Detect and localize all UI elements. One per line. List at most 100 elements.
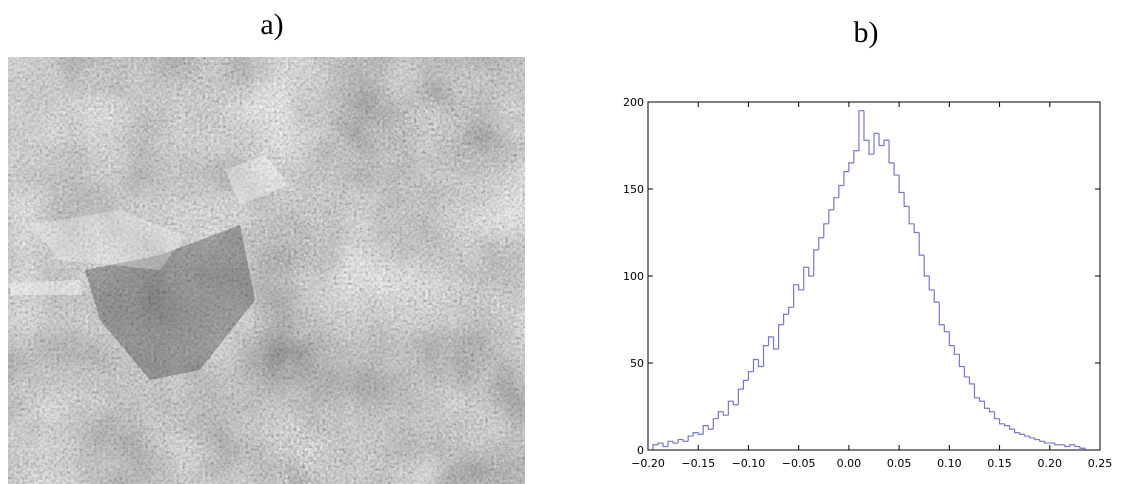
histogram-step	[1024, 434, 1030, 437]
histogram-step	[978, 397, 985, 402]
histogram-step	[657, 442, 664, 445]
histogram-step	[998, 418, 1005, 425]
histogram-step	[873, 132, 880, 155]
y-tick-label: 150	[623, 183, 644, 196]
histogram-step	[993, 411, 1000, 420]
histogram-step	[783, 313, 789, 325]
histogram-step	[712, 418, 719, 430]
histogram-step	[928, 276, 935, 291]
histogram-step	[908, 206, 915, 225]
histogram-step	[823, 223, 829, 238]
histogram-step	[958, 354, 965, 368]
histogram-step	[828, 209, 834, 224]
histogram-step	[767, 336, 774, 346]
histogram-step	[843, 171, 849, 186]
histogram-step	[1064, 444, 1070, 448]
x-tick-label: 0.10	[937, 457, 962, 470]
histogram-step	[848, 162, 854, 172]
texture-image	[8, 57, 525, 484]
histogram-step	[808, 267, 814, 277]
histogram-step	[923, 255, 930, 277]
histogram-step	[1074, 444, 1080, 448]
histogram-step	[667, 440, 674, 447]
x-tick-label: −0.05	[782, 457, 816, 470]
histogram-step	[747, 371, 754, 381]
histogram-step	[898, 175, 905, 194]
y-tick-label: 50	[630, 357, 644, 370]
histogram-step	[707, 425, 714, 430]
y-tick-label: 0	[637, 444, 644, 457]
panel-label: b)	[854, 16, 879, 49]
panel-label: a)	[260, 8, 283, 41]
histogram-step	[1014, 429, 1020, 434]
histogram-step	[863, 110, 869, 141]
histogram-step	[833, 197, 839, 210]
histogram-step	[883, 139, 890, 146]
histogram-step	[752, 358, 759, 372]
histogram-step	[793, 284, 799, 308]
x-tick-label: −0.20	[631, 457, 665, 470]
histogram-step	[988, 408, 995, 413]
histogram-step	[772, 336, 779, 350]
histogram-step	[963, 366, 970, 378]
histogram-step	[717, 411, 724, 419]
histogram-step	[692, 432, 699, 437]
histogram-step	[1009, 425, 1015, 430]
histogram-step	[722, 411, 729, 416]
x-tick-label: 0.15	[987, 457, 1012, 470]
histogram-step	[1003, 423, 1010, 427]
x-tick-label: 0.25	[1088, 457, 1113, 470]
histogram-step	[918, 232, 925, 256]
histogram-step	[788, 306, 794, 315]
histogram-step	[652, 444, 659, 450]
histogram-step	[933, 289, 940, 303]
histogram-step	[968, 376, 975, 385]
x-tick-label: 0.05	[887, 457, 912, 470]
histogram-step	[948, 331, 955, 347]
histogram-step	[742, 379, 749, 390]
histogram-step	[983, 401, 990, 409]
histogram-step	[1079, 446, 1086, 450]
histogram-step	[973, 383, 980, 399]
histogram-step	[687, 435, 694, 442]
histogram-step	[727, 400, 734, 416]
histogram-step	[757, 359, 764, 368]
histogram-step	[938, 302, 945, 326]
histogram-step	[903, 192, 910, 207]
histogram-step	[737, 388, 744, 405]
histogram-step	[888, 140, 895, 164]
histogram-step	[818, 237, 824, 250]
histogram-step	[702, 425, 709, 435]
histogram-step	[858, 110, 864, 151]
histogram-step	[1039, 439, 1045, 442]
histogram-step	[853, 150, 859, 163]
histogram-step	[1069, 444, 1075, 447]
histogram-step	[1044, 441, 1050, 444]
histogram-step	[662, 443, 669, 448]
histogram-step	[777, 324, 784, 350]
histogram-step	[943, 324, 950, 333]
histogram-step	[803, 266, 809, 290]
histogram-step	[913, 223, 920, 234]
histogram-step	[798, 284, 804, 291]
x-tick-label: −0.10	[732, 457, 766, 470]
histogram-step	[1019, 432, 1025, 435]
x-tick-label: 0.00	[837, 457, 862, 470]
histogram-step	[732, 401, 739, 406]
x-tick-label: 0.20	[1038, 457, 1063, 470]
y-tick-label: 100	[623, 270, 644, 283]
histogram-step	[1029, 436, 1035, 439]
histogram-step	[953, 345, 960, 355]
histogram-step	[697, 432, 704, 435]
histogram-step	[677, 438, 684, 444]
histogram-step	[868, 140, 874, 155]
plot-frame	[647, 101, 1101, 451]
histogram-step	[682, 439, 689, 442]
histogram-step	[813, 249, 819, 276]
histogram-step	[762, 345, 769, 367]
histogram-step	[1054, 443, 1060, 446]
histogram-step	[1034, 437, 1040, 441]
histogram-step	[878, 133, 885, 147]
x-tick-label: −0.15	[681, 457, 715, 470]
